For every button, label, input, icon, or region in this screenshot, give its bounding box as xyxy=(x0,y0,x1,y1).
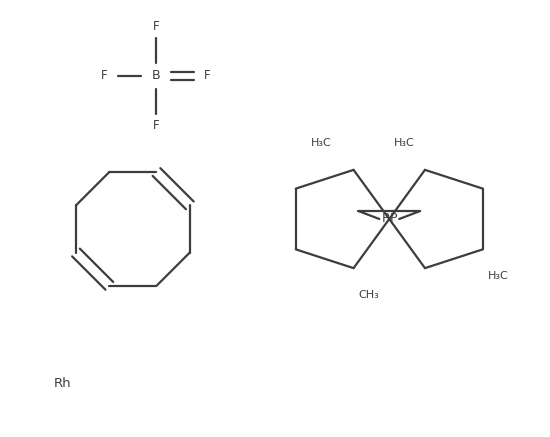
Text: F: F xyxy=(101,69,107,83)
Text: P: P xyxy=(389,212,397,225)
Text: CH₃: CH₃ xyxy=(359,290,380,300)
Text: F: F xyxy=(152,119,159,132)
Text: Rh: Rh xyxy=(53,378,71,390)
Text: H₃C: H₃C xyxy=(394,138,415,148)
Text: F: F xyxy=(152,20,159,33)
Text: F: F xyxy=(204,69,211,83)
Text: H₃C: H₃C xyxy=(311,138,332,148)
Text: B: B xyxy=(151,69,160,83)
Text: H₃C: H₃C xyxy=(488,271,508,281)
Text: P: P xyxy=(382,212,389,225)
